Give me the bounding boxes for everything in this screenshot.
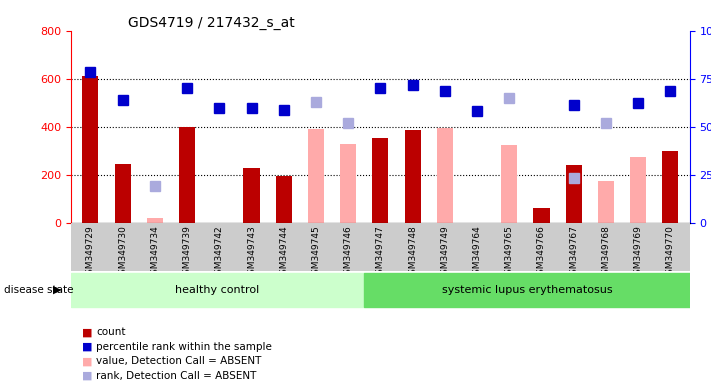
Bar [437, 174, 453, 223]
Bar [373, 137, 388, 223]
Text: GSM349729: GSM349729 [86, 225, 95, 280]
Bar [405, 130, 421, 223]
Text: rank, Detection Call = ABSENT: rank, Detection Call = ABSENT [96, 371, 257, 381]
Text: ■: ■ [82, 342, 92, 352]
Text: GSM349730: GSM349730 [118, 225, 127, 280]
Bar [364, 273, 690, 307]
Bar [501, 145, 518, 223]
Text: GSM349743: GSM349743 [247, 225, 256, 280]
Text: systemic lupus erythematosus: systemic lupus erythematosus [442, 285, 612, 295]
Bar [243, 167, 260, 223]
Text: GSM349767: GSM349767 [570, 225, 578, 280]
Text: GSM349745: GSM349745 [311, 225, 321, 280]
Text: healthy control: healthy control [176, 285, 260, 295]
Bar [598, 181, 614, 223]
Bar [82, 76, 99, 223]
Text: GSM349768: GSM349768 [602, 225, 611, 280]
Text: disease state: disease state [4, 285, 73, 295]
Text: ■: ■ [82, 356, 92, 366]
Bar [71, 273, 364, 307]
Bar [566, 165, 582, 223]
Bar [340, 144, 356, 223]
Bar [662, 151, 678, 223]
Text: GSM349739: GSM349739 [183, 225, 191, 280]
Text: GSM349769: GSM349769 [634, 225, 643, 280]
Text: ■: ■ [82, 371, 92, 381]
Text: percentile rank within the sample: percentile rank within the sample [96, 342, 272, 352]
Text: GSM349764: GSM349764 [473, 225, 481, 280]
Text: count: count [96, 327, 125, 337]
Text: GSM349734: GSM349734 [150, 225, 159, 280]
Text: GSM349749: GSM349749 [440, 225, 449, 280]
Bar [179, 127, 195, 223]
Text: ▶: ▶ [53, 285, 62, 295]
Text: GSM349744: GSM349744 [279, 225, 288, 280]
Text: GDS4719 / 217432_s_at: GDS4719 / 217432_s_at [128, 16, 295, 30]
Bar [437, 128, 453, 223]
Bar [308, 129, 324, 223]
Text: GSM349765: GSM349765 [505, 225, 514, 280]
Text: GSM349766: GSM349766 [537, 225, 546, 280]
Text: GSM349746: GSM349746 [343, 225, 353, 280]
Text: GSM349748: GSM349748 [408, 225, 417, 280]
Text: GSM349742: GSM349742 [215, 225, 224, 280]
Text: ■: ■ [82, 327, 92, 337]
Text: GSM349747: GSM349747 [376, 225, 385, 280]
Bar [114, 164, 131, 223]
Bar [146, 218, 163, 223]
Bar [630, 157, 646, 223]
Bar [533, 208, 550, 223]
Bar [276, 176, 292, 223]
Text: GSM349770: GSM349770 [665, 225, 675, 280]
Text: value, Detection Call = ABSENT: value, Detection Call = ABSENT [96, 356, 262, 366]
